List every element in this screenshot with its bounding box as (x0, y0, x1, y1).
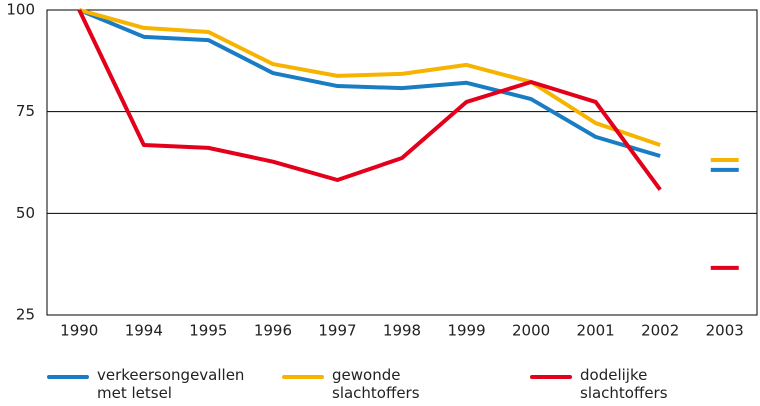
x-tick-label: 1995 (189, 322, 227, 340)
x-tick-label: 2001 (577, 322, 615, 340)
legend-label: gewonde slachtoffers (332, 366, 420, 402)
legend-swatch (282, 375, 324, 379)
x-tick-label: 1999 (447, 322, 485, 340)
y-tick-label: 75 (16, 102, 35, 120)
y-tick-label: 50 (16, 204, 35, 222)
x-tick-label: 1996 (254, 322, 292, 340)
legend-swatch (530, 375, 572, 379)
x-tick-label: 2002 (641, 322, 679, 340)
series-line (78, 8, 661, 147)
x-tick-label: 1998 (383, 322, 421, 340)
legend-label: verkeersongevallen met letsel (97, 366, 245, 402)
x-tick-label: 2003 (706, 322, 744, 340)
series-line (77, 9, 662, 191)
series-line (78, 8, 661, 158)
y-tick-label: 25 (16, 306, 35, 324)
legend-label: dodelijke slachtoffers (580, 366, 668, 402)
x-tick-label: 1997 (318, 322, 356, 340)
y-tick-label: 100 (6, 1, 35, 19)
plot-frame (46, 9, 758, 316)
legend-item: gewonde slachtoffers (282, 366, 482, 402)
chart: 25 50 75 100 1990 1994 1995 1996 1997 1998 1999 200… (6, 1, 758, 340)
x-tick-label: 1990 (60, 322, 98, 340)
legend-item: verkeersongevallen met letsel (47, 366, 244, 402)
legend-item: dodelijke slachtoffers (530, 366, 730, 402)
x-tick-label: 2000 (512, 322, 550, 340)
x-tick-label: 1994 (125, 322, 163, 340)
legend-swatch (47, 375, 89, 379)
